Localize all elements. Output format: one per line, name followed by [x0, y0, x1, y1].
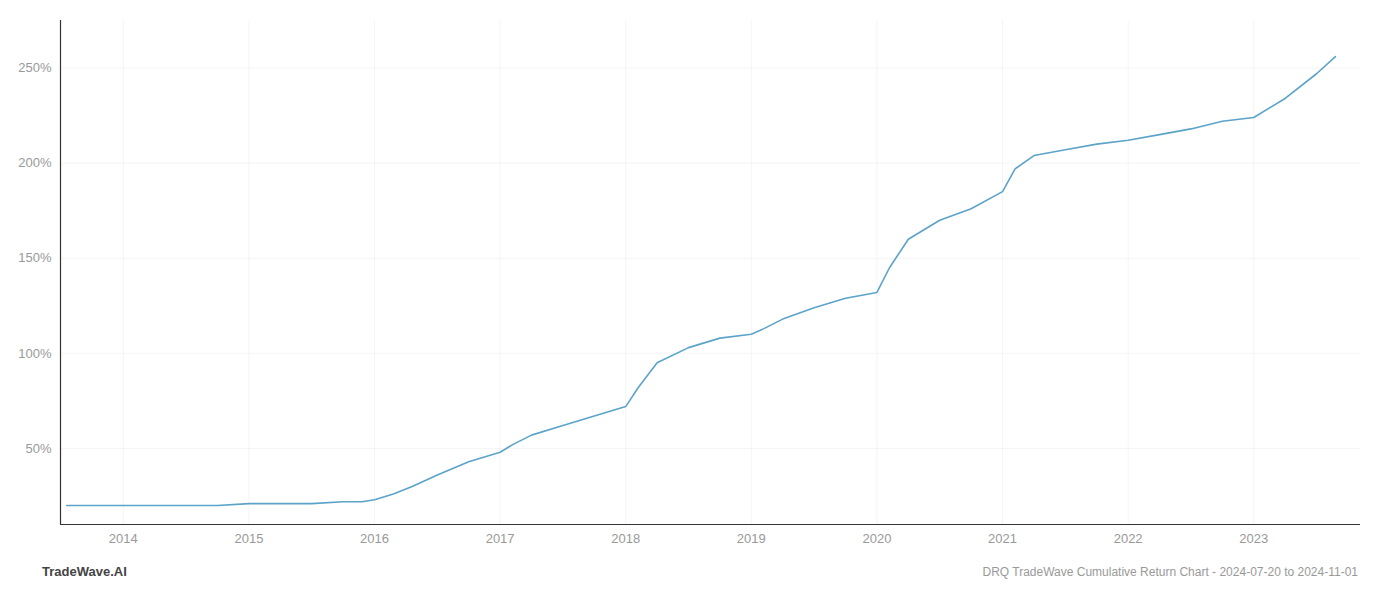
svg-text:2015: 2015 — [234, 531, 263, 546]
html-text:TradeWave.AI: TradeWave.AI — [42, 564, 127, 579]
svg-text:50%: 50% — [25, 441, 51, 456]
svg-text:2020: 2020 — [862, 531, 891, 546]
svg-text:2017: 2017 — [486, 531, 515, 546]
svg-text:2023: 2023 — [1239, 531, 1268, 546]
svg-text:150%: 150% — [18, 250, 52, 265]
svg-text:2021: 2021 — [988, 531, 1017, 546]
html-text:DRQ TradeWave Cumulative Retur: DRQ TradeWave Cumulative Return Chart - … — [982, 565, 1358, 579]
svg-text:2018: 2018 — [611, 531, 640, 546]
svg-text:2014: 2014 — [109, 531, 138, 546]
svg-text:2019: 2019 — [737, 531, 766, 546]
svg-text:100%: 100% — [18, 345, 52, 360]
svg-text:2016: 2016 — [360, 531, 389, 546]
svg-text:200%: 200% — [18, 155, 52, 170]
svg-text:2022: 2022 — [1114, 531, 1143, 546]
svg-text:250%: 250% — [18, 60, 52, 75]
